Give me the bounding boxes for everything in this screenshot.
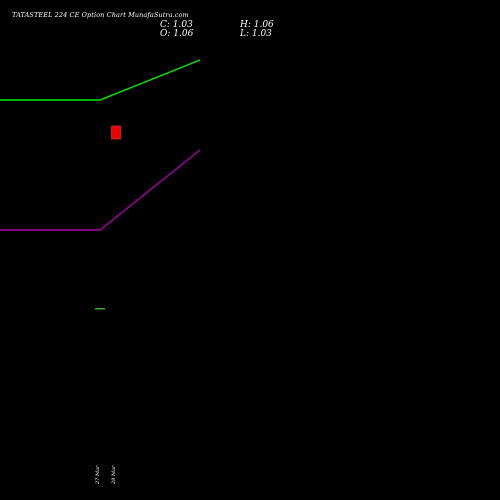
chart-title: TATASTEEL 224 CE Option Chart MunafaSutr…: [12, 11, 189, 19]
low-readout: L: 1.03: [240, 29, 272, 39]
indicator-line-1: [0, 59, 201, 101]
open-readout: O: 1.06: [160, 29, 194, 39]
volume-bar: [95, 308, 105, 310]
x-tick-label: 28 Mar: [111, 465, 117, 485]
candle-28-mar: [111, 125, 121, 140]
x-tick-label: 27 Mar: [95, 465, 101, 485]
indicator-line-2: [0, 149, 201, 231]
close-readout: C: 1.03: [160, 20, 193, 30]
high-readout: H: 1.06: [240, 20, 274, 30]
